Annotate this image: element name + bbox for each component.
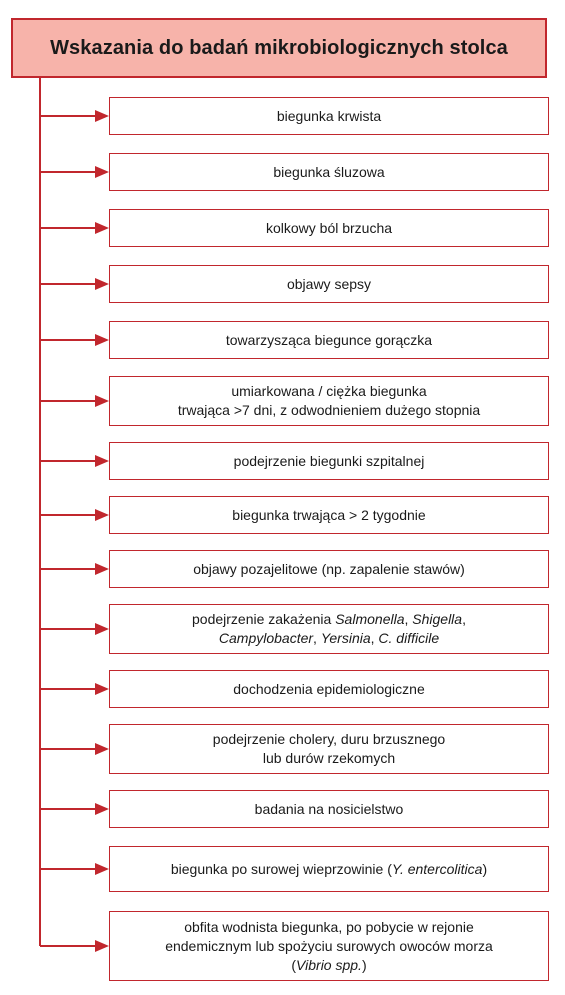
pathogen-name: Yersinia	[320, 630, 371, 646]
arrow-5	[40, 334, 109, 346]
indication-colic-pain: kolkowy ból brzucha	[109, 209, 549, 247]
text-part: (	[291, 956, 297, 973]
indication-text: podejrzenie biegunki szpitalnej	[233, 452, 425, 469]
indication-text-line-2: trwająca >7 dni, z odwodnieniem dużego s…	[177, 402, 481, 418]
pathogen-name: Salmonella	[335, 611, 405, 627]
text-part: ,	[462, 611, 466, 627]
indication-text: biegunka trwająca > 2 tygodnie	[232, 506, 426, 523]
indication-text: biegunka po surowej wieprzowinie (Y. ent…	[171, 860, 487, 879]
text-part: podejrzenie zakażenia	[192, 611, 336, 627]
indication-text: towarzysząca biegunce gorączka	[225, 331, 433, 348]
diagram-title: Wskazania do badań mikrobiologicznych st…	[11, 18, 547, 78]
indication-raw-pork: biegunka po surowej wieprzowinie (Y. ent…	[109, 846, 549, 892]
pathogen-name: Campylobacter	[218, 630, 314, 646]
arrow-14	[40, 863, 109, 875]
indication-text-line-2: endemicznym lub spożyciu surowych owoców…	[165, 937, 493, 954]
indication-hospital-diarrhea: podejrzenie biegunki szpitalnej	[109, 442, 549, 480]
indication-text-line-1: umiarkowana / ciężka biegunka	[231, 383, 427, 399]
indication-text-line-1: podejrzenie zakażenia Salmonella, Shigel…	[192, 610, 466, 629]
indication-text: kolkowy ból brzucha	[265, 219, 393, 236]
indication-text-line-1: podejrzenie cholery, duru brzusznego	[212, 731, 446, 747]
indication-sepsis: objawy sepsy	[109, 265, 549, 303]
indication-text-line-3: (Vibrio spp.)	[291, 956, 366, 975]
arrow-7	[40, 455, 109, 467]
pathogen-name: C. difficile	[378, 630, 440, 646]
text-part: ,	[370, 630, 379, 646]
arrow-4	[40, 278, 109, 290]
arrow-6	[40, 395, 109, 407]
arrow-9	[40, 563, 109, 575]
arrow-3	[40, 222, 109, 234]
indication-text: biegunka śluzowa	[273, 163, 385, 180]
indication-epidemiology: dochodzenia epidemiologiczne	[109, 670, 549, 708]
arrow-13	[40, 803, 109, 815]
indication-bloody-diarrhea: biegunka krwista	[109, 97, 549, 135]
indication-text: dochodzenia epidemiologiczne	[233, 680, 425, 697]
indication-carrier-testing: badania na nosicielstwo	[109, 790, 549, 828]
pathogen-name: Shigella	[412, 611, 463, 627]
arrow-15	[40, 940, 109, 952]
indication-cholera-typhoid: podejrzenie cholery, duru brzusznego lub…	[109, 724, 549, 774]
indication-pathogen-suspicion: podejrzenie zakażenia Salmonella, Shigel…	[109, 604, 549, 654]
indication-text-line-1: obfita wodnista biegunka, po pobycie w r…	[184, 918, 474, 935]
indication-text: objawy pozajelitowe (np. zapalenie stawó…	[193, 560, 465, 577]
text-part: ,	[404, 611, 413, 627]
arrow-8	[40, 509, 109, 521]
indication-chronic-diarrhea: biegunka trwająca > 2 tygodnie	[109, 496, 549, 534]
indication-text-line-2: lub durów rzekomych	[262, 750, 396, 766]
arrow-12	[40, 743, 109, 755]
indication-severe-diarrhea: umiarkowana / ciężka biegunka trwająca >…	[109, 376, 549, 426]
indication-mucous-diarrhea: biegunka śluzowa	[109, 153, 549, 191]
arrow-1	[40, 110, 109, 122]
pathogen-name: Vibrio spp.	[296, 956, 362, 973]
arrow-11	[40, 683, 109, 695]
indication-watery-diarrhea: obfita wodnista biegunka, po pobycie w r…	[109, 911, 549, 981]
text-part: biegunka po surowej wieprzowinie (	[170, 860, 392, 877]
arrow-2	[40, 166, 109, 178]
indication-text: badania na nosicielstwo	[254, 800, 404, 817]
indication-text: objawy sepsy	[286, 275, 372, 292]
indication-text-line-2: Campylobacter, Yersinia, C. difficile	[219, 629, 439, 648]
indication-fever: towarzysząca biegunce gorączka	[109, 321, 549, 359]
arrow-10	[40, 623, 109, 635]
text-part: )	[361, 956, 367, 973]
text-part: ,	[313, 630, 321, 646]
indication-text: biegunka krwista	[276, 107, 382, 124]
text-part: )	[482, 860, 488, 877]
pathogen-name: Y. entercolitica	[391, 860, 483, 877]
indication-extraintestinal: objawy pozajelitowe (np. zapalenie stawó…	[109, 550, 549, 588]
